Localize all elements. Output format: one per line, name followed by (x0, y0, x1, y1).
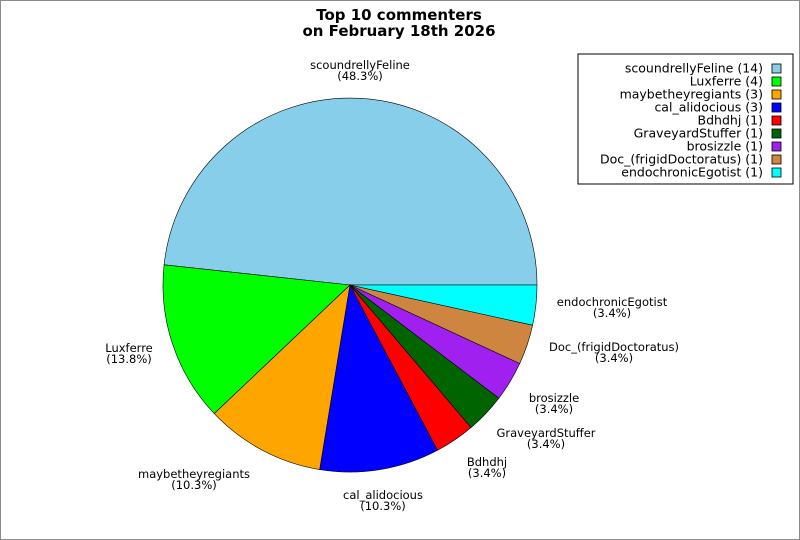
legend-entry-1: scoundrellyFeline (14) (625, 61, 763, 76)
legend-entry-9: endochronicEgotist (1) (621, 165, 763, 180)
legend-entry-6: GraveyardStuffer (1) (634, 126, 763, 141)
slice-labels: scoundrellyFeline (48.3%) Luxferre (13.8%) m… (105, 58, 679, 513)
pie-slice-3 (213, 284, 351, 470)
legend-swatch-4 (771, 102, 782, 113)
slice-label-7: brosizzle (3.4%) (529, 391, 579, 416)
legend-swatch-8 (771, 154, 782, 165)
legend-swatch-9 (771, 167, 782, 178)
slice-label-4: cal_alidocious (10.3%) (343, 488, 423, 513)
pie-slice-2 (162, 264, 351, 415)
legend-swatch-1 (771, 63, 782, 74)
legend-entry-8: Doc_(frigidDoctoratus) (1) (600, 152, 763, 167)
legend-swatch-3 (771, 89, 782, 100)
pie-slice-1 (163, 97, 538, 286)
legend: scoundrellyFeline (14)Luxferre (4)maybet… (577, 53, 794, 185)
legend-swatch-6 (771, 128, 782, 139)
slice-label-3: maybetheyregiants (10.3%) (138, 467, 250, 492)
legend-swatch-5 (771, 115, 782, 126)
pie-slice-4 (319, 284, 438, 473)
chart-title: Top 10 commenters on February 18th 2026 (302, 6, 495, 40)
legend-swatch-7 (771, 141, 782, 152)
legend-box (577, 53, 794, 185)
legend-entry-5: Bdhdhj (1) (698, 113, 763, 128)
legend-swatch-2 (771, 76, 782, 87)
legend-entry-7: brosizzle (1) (687, 139, 763, 154)
slice-label-8: Doc_(frigidDoctoratus) (3.4%) (549, 340, 679, 365)
slice-label-2: Luxferre (13.8%) (105, 341, 153, 366)
pie-slice-9 (349, 284, 538, 326)
legend-entry-2: Luxferre (4) (690, 74, 763, 89)
pie-slices (162, 97, 538, 473)
legend-entry-3: maybetheyregiants (3) (620, 87, 763, 102)
slice-label-9: endochronicEgotist (3.4%) (557, 295, 668, 320)
slice-label-1: scoundrellyFeline (48.3%) (310, 58, 410, 83)
slice-label-6: GraveyardStuffer (3.4%) (496, 426, 595, 451)
slice-label-5: Bdhdhj (3.4%) (467, 455, 507, 480)
legend-entry-4: cal_alidocious (3) (654, 100, 763, 115)
